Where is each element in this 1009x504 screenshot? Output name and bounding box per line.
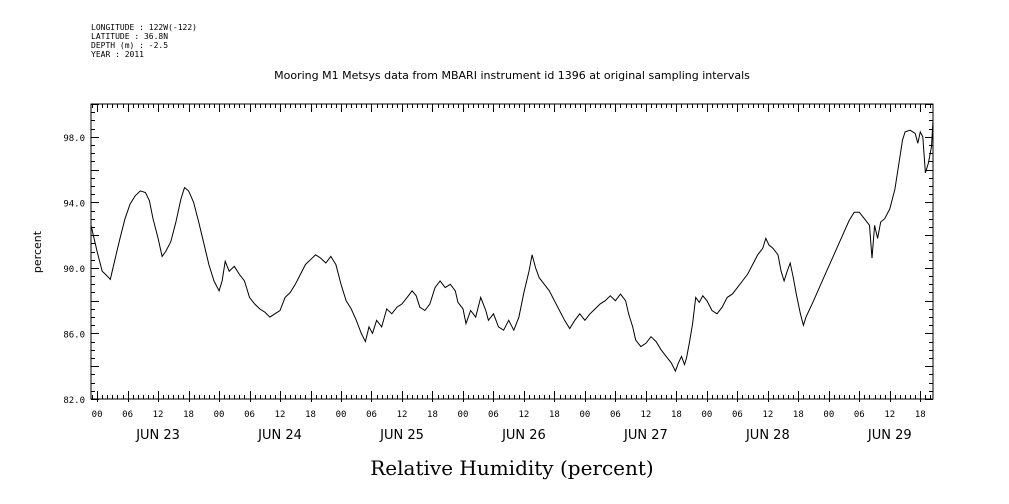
latitude-label: LATITUDE : 36.8N [91,32,168,41]
x-tick-label: 12 [762,410,773,420]
x-tick-label: 06 [732,410,743,420]
x-tick-label: 18 [183,410,194,420]
axis-ticks [91,104,933,402]
year-label: YEAR : 2011 [91,50,144,59]
y-tick-label: 82.0 [63,396,85,406]
x-day-label: JUN 27 [623,428,668,443]
depth-label: DEPTH (m) : -2.5 [91,41,168,50]
x-tick-label: 18 [549,410,560,420]
x-tick-label: 00 [701,410,712,420]
x-tick-label: 12 [153,410,164,420]
x-tick-label: 12 [884,410,895,420]
y-tick-label: 98.0 [63,134,85,144]
x-tick-label: 06 [244,410,255,420]
x-tick-label: 06 [366,410,377,420]
y-tick-label: 94.0 [63,199,85,209]
x-day-label: JUN 26 [501,428,546,443]
x-tick-label: 18 [305,410,316,420]
x-tick-label: 18 [915,410,926,420]
x-tick-label: 00 [92,410,103,420]
x-tick-label: 18 [427,410,438,420]
x-day-label: JUN 23 [135,428,180,443]
x-tick-label: 12 [275,410,286,420]
x-tick-label: 12 [397,410,408,420]
axis-labels: 82.0 86.0 90.0 94.0 98.0 00 06 12 18 00 06 12 18 00 06… [63,134,925,443]
x-tick-label: 06 [610,410,621,420]
x-tick-label: 06 [122,410,133,420]
plot-frame [90,103,934,400]
x-tick-label: 12 [640,410,651,420]
longitude-label: LONGITUDE : 122W(-122) [91,23,197,32]
chart-title: Mooring M1 Metsys data from MBARI instru… [274,69,750,82]
x-tick-label: 00 [458,410,469,420]
x-tick-label: 18 [793,410,804,420]
x-tick-label: 00 [823,410,834,420]
y-tick-label: 86.0 [63,330,85,340]
x-day-label: JUN 24 [257,428,302,443]
x-axis-label: Relative Humidity (percent) [370,456,653,480]
x-tick-label: 00 [214,410,225,420]
x-tick-label: 06 [854,410,865,420]
x-tick-label: 00 [336,410,347,420]
x-tick-label: 00 [579,410,590,420]
x-tick-label: 12 [519,410,530,420]
y-tick-label: 90.0 [63,265,85,275]
y-axis-label: percent [31,230,44,273]
x-day-label: JUN 25 [379,428,424,443]
humidity-series-line [90,120,934,373]
x-tick-label: 18 [671,410,682,420]
x-day-label: JUN 28 [745,428,790,443]
x-day-label: JUN 29 [867,428,912,443]
x-tick-label: 06 [488,410,499,420]
